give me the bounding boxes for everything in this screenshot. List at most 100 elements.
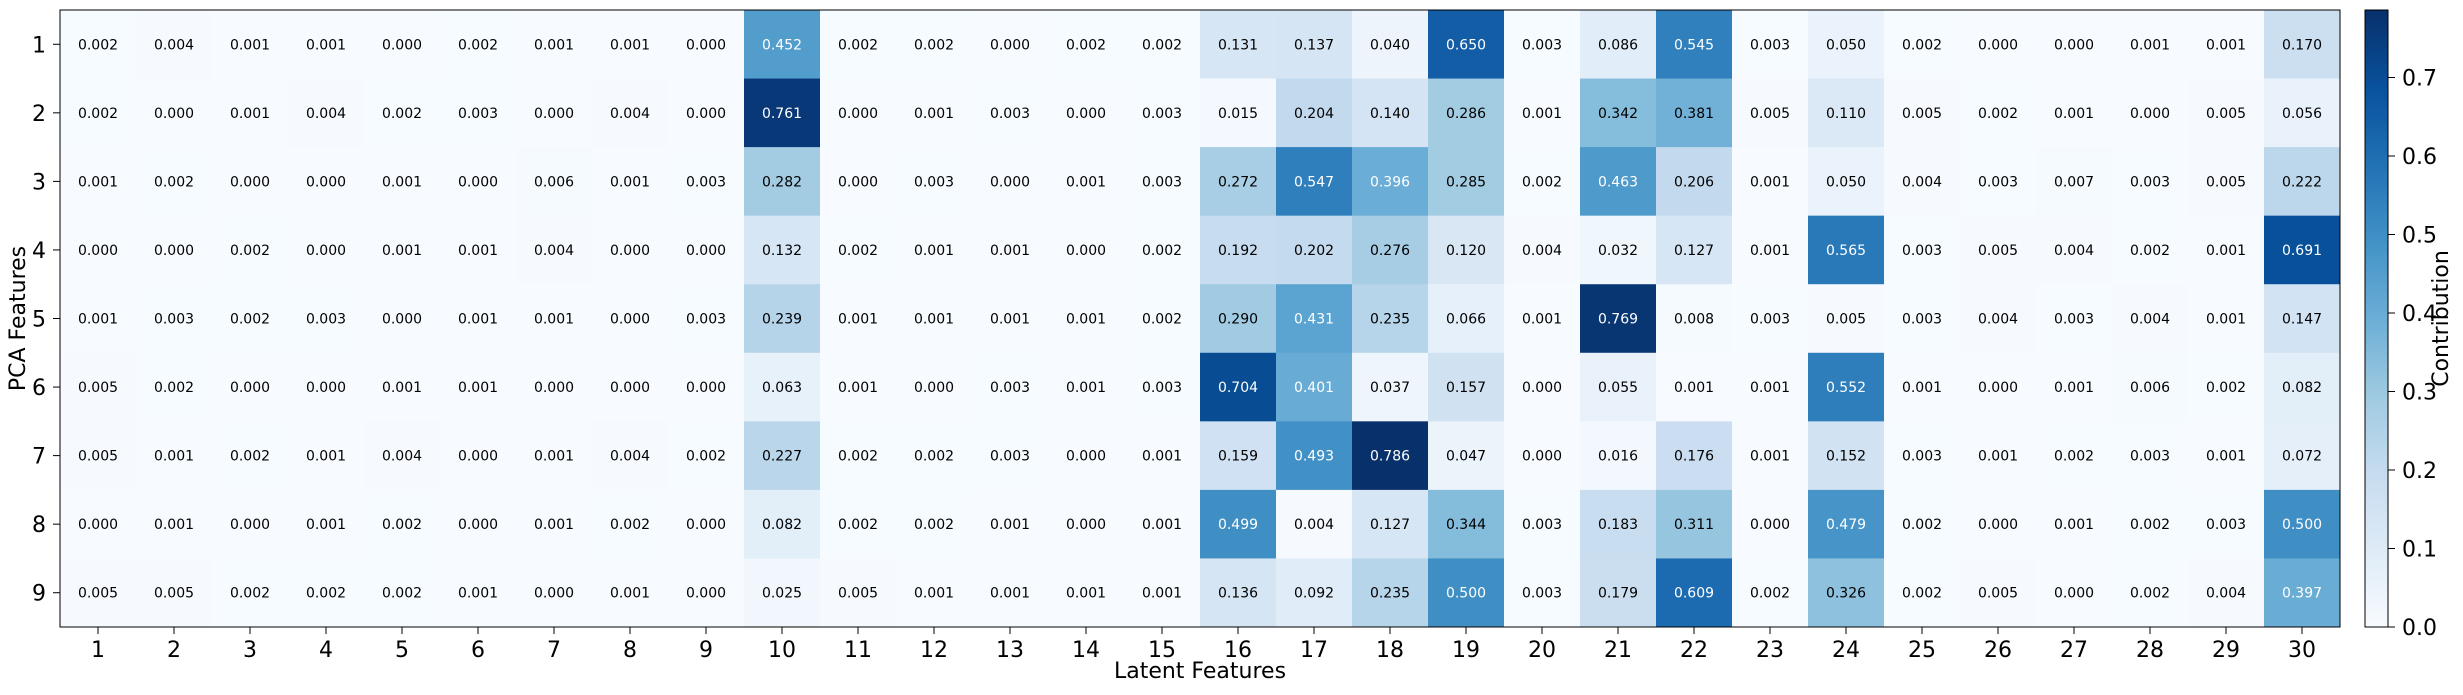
cell-value-label: 0.003 xyxy=(306,312,346,328)
heatmap-cell xyxy=(1504,421,1581,491)
cell-value-label: 0.066 xyxy=(1446,312,1486,328)
heatmap-cell xyxy=(592,10,669,80)
cell-value-label: 0.311 xyxy=(1674,517,1714,533)
cell-value-label: 0.001 xyxy=(78,174,118,190)
cell-value-label: 0.001 xyxy=(2206,449,2246,465)
heatmap-cell xyxy=(1352,352,1429,422)
heatmap-cell xyxy=(1504,78,1581,148)
heatmap-cell xyxy=(1352,78,1429,148)
cell-value-label: 0.006 xyxy=(2130,380,2170,396)
cell-value-label: 0.003 xyxy=(1142,380,1182,396)
heatmap-cell xyxy=(364,284,441,354)
cell-value-label: 0.001 xyxy=(1750,174,1790,190)
heatmap-cell xyxy=(1884,421,1961,491)
heatmap-cell xyxy=(1124,352,1201,422)
cell-value-label: 0.000 xyxy=(686,106,726,122)
heatmap-cell xyxy=(2264,78,2341,148)
heatmap-cell xyxy=(1808,421,1885,491)
heatmap-cell xyxy=(592,147,669,217)
cell-value-label: 0.001 xyxy=(1750,243,1790,259)
cell-value-label: 0.000 xyxy=(382,312,422,328)
x-tick-label: 3 xyxy=(243,638,257,663)
heatmap-cell xyxy=(288,352,365,422)
heatmap-cell xyxy=(972,421,1049,491)
cell-value-label: 0.452 xyxy=(762,37,802,53)
cell-value-label: 0.479 xyxy=(1826,517,1866,533)
cell-value-label: 0.005 xyxy=(154,586,194,602)
cell-value-label: 0.001 xyxy=(78,312,118,328)
heatmap-cell xyxy=(972,215,1049,285)
cell-value-label: 0.000 xyxy=(1066,243,1106,259)
cell-value-label: 0.431 xyxy=(1294,312,1334,328)
cell-value-label: 0.005 xyxy=(78,380,118,396)
heatmap-cell xyxy=(516,558,593,628)
cell-value-label: 0.001 xyxy=(1978,449,2018,465)
cell-value-label: 0.005 xyxy=(2206,106,2246,122)
heatmap-cell xyxy=(136,489,213,559)
y-tick-label: 1 xyxy=(32,33,46,58)
cell-value-label: 0.004 xyxy=(2130,312,2170,328)
cell-value-label: 0.002 xyxy=(1902,37,1942,53)
cell-value-label: 0.396 xyxy=(1370,174,1410,190)
heatmap-cell xyxy=(2188,147,2265,217)
colorbar xyxy=(2364,9,2389,628)
x-tick-label: 27 xyxy=(2060,638,2088,663)
cell-value-label: 0.000 xyxy=(78,243,118,259)
heatmap-cell xyxy=(1732,421,1809,491)
y-tick-label: 2 xyxy=(32,102,46,127)
cell-value-label: 0.005 xyxy=(1750,106,1790,122)
cell-value-label: 0.691 xyxy=(2282,243,2322,259)
cell-value-label: 0.086 xyxy=(1598,37,1638,53)
x-tick-label: 11 xyxy=(844,638,872,663)
heatmap-cell xyxy=(440,558,517,628)
heatmap-cell xyxy=(212,78,289,148)
x-tick-label: 28 xyxy=(2136,638,2164,663)
cell-value-label: 0.001 xyxy=(2206,37,2246,53)
heatmap-cell xyxy=(1504,147,1581,217)
cell-value-label: 0.001 xyxy=(1066,174,1106,190)
cell-value-label: 0.004 xyxy=(1522,243,1562,259)
cell-value-label: 0.000 xyxy=(2054,37,2094,53)
heatmap-cell xyxy=(668,352,745,422)
cell-value-label: 0.001 xyxy=(1902,380,1942,396)
y-tick-label: 9 xyxy=(32,582,46,607)
heatmap-cell xyxy=(1960,78,2037,148)
cell-value-label: 0.137 xyxy=(1294,37,1334,53)
heatmap-cell xyxy=(2036,147,2113,217)
heatmap-cell xyxy=(2188,352,2265,422)
heatmap-cell xyxy=(364,558,441,628)
heatmap-cell xyxy=(516,147,593,217)
cell-value-label: 0.001 xyxy=(2206,312,2246,328)
cell-value-label: 0.000 xyxy=(534,106,574,122)
cell-value-label: 0.609 xyxy=(1674,586,1714,602)
heatmap-cell xyxy=(440,10,517,80)
heatmap-cell xyxy=(1200,215,1277,285)
cell-value-label: 0.227 xyxy=(762,449,802,465)
heatmap-cell xyxy=(212,284,289,354)
cell-value-label: 0.001 xyxy=(382,380,422,396)
colorbar-tick-label: 0.6 xyxy=(2402,145,2437,170)
cell-value-label: 0.131 xyxy=(1218,37,1258,53)
heatmap-cell xyxy=(1124,421,1201,491)
heatmap-cell xyxy=(2188,421,2265,491)
heatmap-cell xyxy=(516,10,593,80)
heatmap-cell xyxy=(1276,352,1353,422)
y-tick-label: 4 xyxy=(32,239,46,264)
heatmap-cell xyxy=(1428,421,1505,491)
cell-value-label: 0.003 xyxy=(1750,312,1790,328)
heatmap-cell xyxy=(2264,215,2341,285)
cell-value-label: 0.001 xyxy=(914,106,954,122)
heatmap-cell xyxy=(2036,215,2113,285)
heatmap-cell xyxy=(1352,421,1429,491)
cell-value-label: 0.005 xyxy=(78,586,118,602)
heatmap-cell xyxy=(744,215,821,285)
cell-value-label: 0.000 xyxy=(306,380,346,396)
cell-value-label: 0.001 xyxy=(1142,517,1182,533)
cell-value-label: 0.002 xyxy=(1142,243,1182,259)
heatmap-cell xyxy=(1200,284,1277,354)
cell-value-label: 0.002 xyxy=(1978,106,2018,122)
heatmap-cell xyxy=(820,558,897,628)
heatmap-cell xyxy=(1124,10,1201,80)
y-tick-label: 7 xyxy=(32,445,46,470)
cell-value-label: 0.001 xyxy=(154,449,194,465)
